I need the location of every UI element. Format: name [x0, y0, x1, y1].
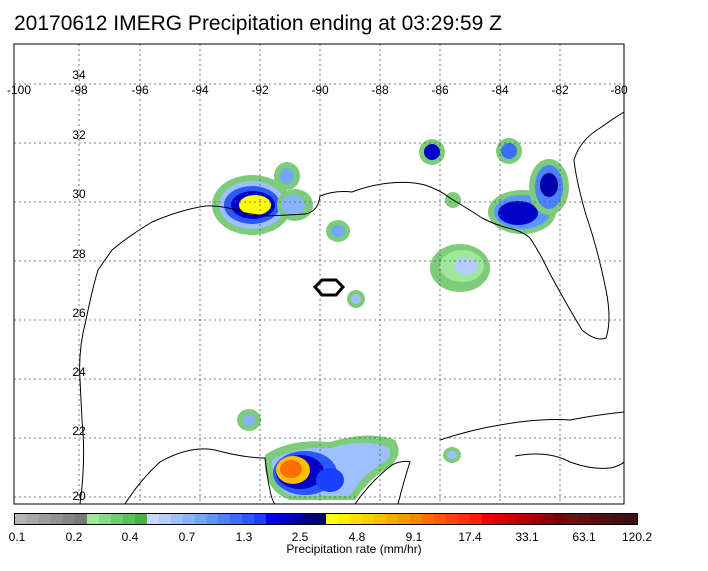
- colorbar-swatch: [290, 514, 303, 524]
- colorbar-tick: 0.4: [121, 530, 139, 544]
- colorbar-swatch: [445, 514, 458, 524]
- colorbar-swatch: [98, 514, 111, 524]
- lat-tick: 22: [72, 424, 86, 438]
- colorbar-tick: 33.1: [515, 530, 539, 544]
- colorbar-tick: 0.7: [178, 530, 196, 544]
- colorbar-swatch: [146, 514, 159, 524]
- lon-tick: -94: [191, 83, 209, 97]
- colorbar-swatch: [326, 514, 339, 524]
- lon-tick: -98: [70, 83, 88, 97]
- colorbar-swatch: [182, 514, 195, 524]
- lon-tick: -100: [7, 83, 31, 97]
- colorbar-swatch: [314, 514, 327, 524]
- lon-tick: -92: [251, 83, 269, 97]
- colorbar-swatch: [374, 514, 387, 524]
- map-frame: [13, 43, 625, 505]
- colorbar-swatch: [481, 514, 494, 524]
- colorbar-swatch: [15, 514, 27, 524]
- colorbar-swatch: [589, 514, 602, 524]
- colorbar-swatch: [38, 514, 51, 524]
- colorbar-tick: 0.2: [65, 530, 83, 544]
- lon-tick: -82: [551, 83, 569, 97]
- colorbar-swatch: [601, 514, 614, 524]
- colorbar-swatch: [50, 514, 63, 524]
- lat-tick: 28: [72, 247, 86, 261]
- colorbar: [14, 513, 638, 525]
- colorbar-swatch: [86, 514, 99, 524]
- colorbar-swatch: [362, 514, 375, 524]
- lon-tick-labels: -100 -98 -96 -94 -92 -90 -88 -86 -84 -82…: [7, 83, 628, 97]
- colorbar-title: Precipitation rate (mm/hr): [286, 542, 422, 556]
- colorbar-swatch: [230, 514, 243, 524]
- colorbar-tick: 63.1: [572, 530, 596, 544]
- colorbar-swatch: [62, 514, 75, 524]
- colorbar-swatch: [206, 514, 219, 524]
- colorbar-swatch: [158, 514, 171, 524]
- lat-tick: 32: [72, 128, 86, 142]
- colorbar-swatch: [338, 514, 351, 524]
- colorbar-swatch: [266, 514, 279, 524]
- colorbar-swatch: [457, 514, 470, 524]
- lat-tick-labels: 34 32 30 28 26 24 22 20: [72, 68, 86, 503]
- colorbar-swatch: [625, 514, 638, 524]
- colorbar-tick: 4.8: [348, 530, 366, 544]
- colorbar-swatch: [613, 514, 626, 524]
- lon-tick: -88: [371, 83, 389, 97]
- colorbar-swatch: [433, 514, 446, 524]
- lat-tick: 20: [72, 489, 86, 503]
- colorbar-swatch: [242, 514, 255, 524]
- lon-tick: -96: [131, 83, 149, 97]
- lat-tick: 30: [72, 187, 86, 201]
- lat-tick: 34: [72, 68, 86, 82]
- colorbar-swatch: [134, 514, 147, 524]
- colorbar-swatch: [398, 514, 410, 524]
- precip-cells: [212, 138, 569, 500]
- grid-lines: [14, 44, 624, 504]
- colorbar-swatch: [302, 514, 315, 524]
- colorbar-swatch: [26, 514, 39, 524]
- colorbar-swatch: [194, 514, 207, 524]
- lon-tick: -90: [311, 83, 329, 97]
- colorbar-swatch: [517, 514, 530, 524]
- colorbar-tick: 120.2: [621, 530, 653, 544]
- colorbar-swatch: [386, 514, 398, 524]
- colorbar-swatch: [577, 514, 590, 524]
- colorbar-swatch: [565, 514, 578, 524]
- colorbar-tick: 2.5: [291, 530, 309, 544]
- lon-tick: -84: [491, 83, 509, 97]
- lon-tick: -86: [431, 83, 449, 97]
- colorbar-swatch: [74, 514, 87, 524]
- colorbar-swatch: [254, 514, 267, 524]
- colorbar-swatch: [409, 514, 422, 524]
- lat-tick: 24: [72, 365, 86, 379]
- coastline: [79, 111, 624, 504]
- lat-tick: 26: [72, 306, 86, 320]
- colorbar-swatch: [350, 514, 363, 524]
- colorbar-swatch: [553, 514, 566, 524]
- colorbar-swatch: [469, 514, 482, 524]
- colorbar-tick: 1.3: [235, 530, 253, 544]
- colorbar-swatch: [278, 514, 291, 524]
- colorbar-tick: 17.4: [458, 530, 482, 544]
- colorbar-swatch: [493, 514, 506, 524]
- colorbar-swatch: [218, 514, 231, 524]
- colorbar-swatch: [110, 514, 123, 524]
- colorbar-swatch: [122, 514, 135, 524]
- colorbar-tick: 0.1: [8, 530, 26, 544]
- colorbar-tick: 9.1: [405, 530, 423, 544]
- colorbar-swatch: [421, 514, 434, 524]
- colorbar-swatch: [541, 514, 554, 524]
- lon-tick: -80: [610, 83, 628, 97]
- storm-marker: [312, 278, 346, 297]
- colorbar-swatch: [505, 514, 518, 524]
- colorbar-swatch: [529, 514, 542, 524]
- map-title: 20170612 IMERG Precipitation ending at 0…: [14, 12, 502, 35]
- colorbar-swatch: [170, 514, 183, 524]
